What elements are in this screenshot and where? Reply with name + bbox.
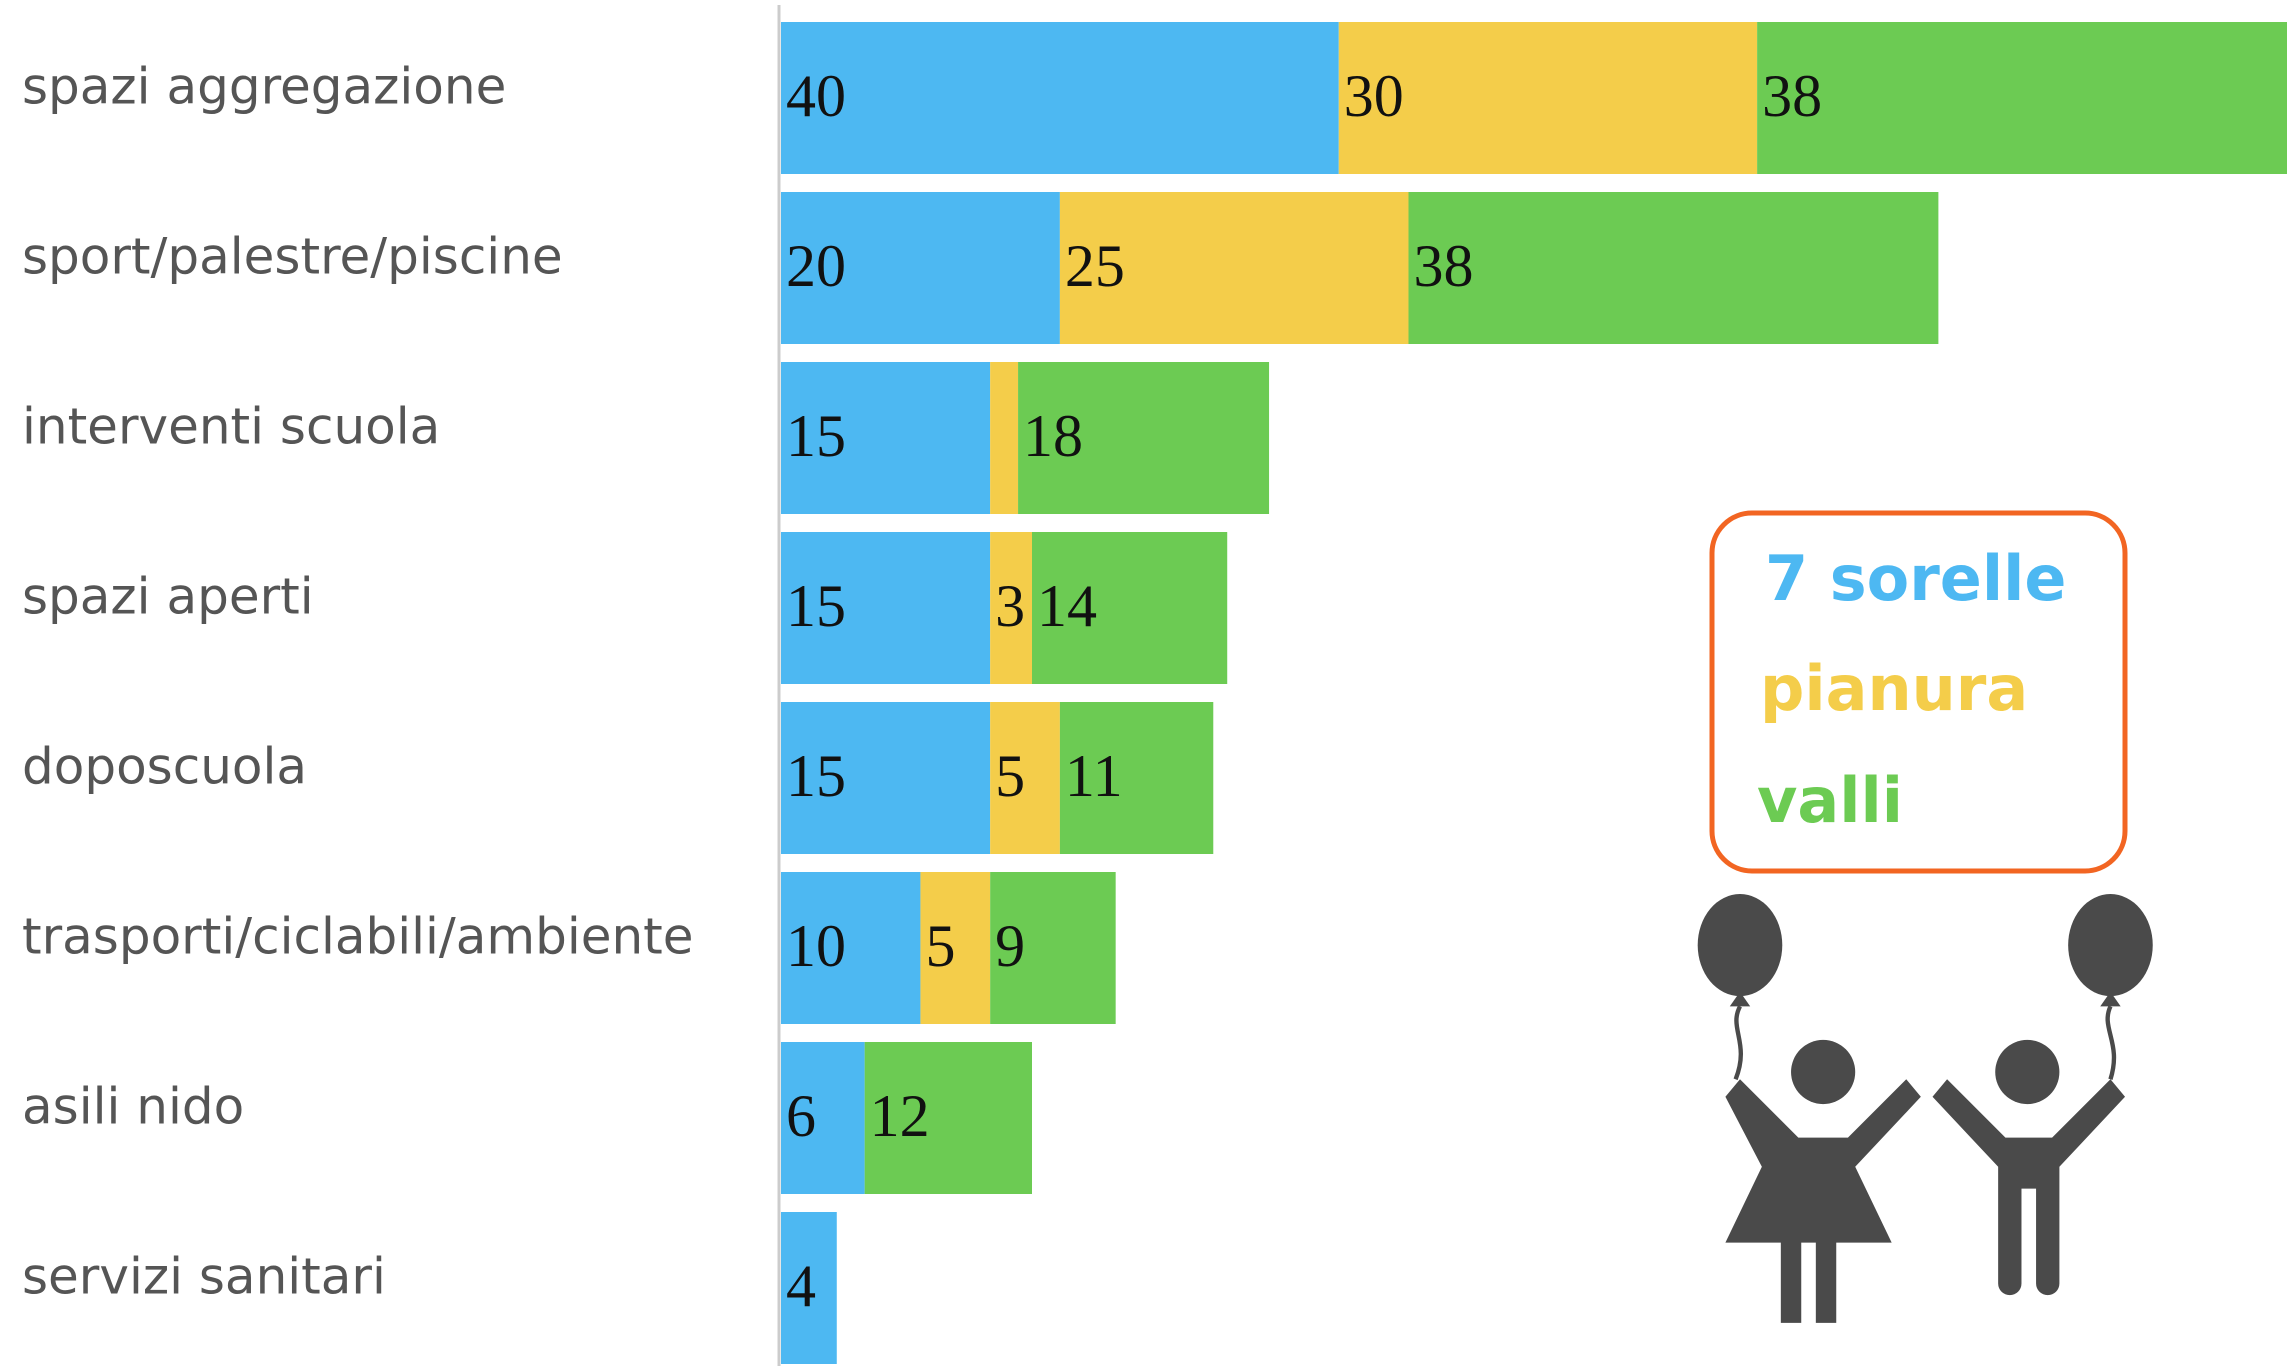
bar-segment (1757, 22, 2287, 174)
value-label: 14 (1037, 573, 1097, 639)
value-label: 25 (1065, 233, 1125, 299)
value-label: 12 (870, 1083, 930, 1149)
legend-entry: pianura (1760, 652, 2028, 725)
category-label: spazi aperti (22, 568, 314, 626)
bar-segment (1409, 192, 1939, 344)
value-label: 4 (786, 1253, 816, 1319)
value-label: 40 (786, 63, 846, 129)
category-label: asili nido (22, 1078, 244, 1136)
legend-entry: 7 sorelle (1765, 542, 2066, 615)
value-label: 15 (786, 743, 846, 809)
value-label: 30 (1344, 63, 1404, 129)
value-label: 11 (1065, 743, 1123, 809)
value-label: 5 (925, 913, 955, 979)
children-icon (1698, 894, 2153, 1323)
category-label: interventi scuola (22, 398, 440, 456)
category-label: servizi sanitari (22, 1248, 386, 1306)
bar-segment (990, 362, 1018, 514)
value-label: 15 (786, 573, 846, 639)
value-label: 38 (1762, 63, 1822, 129)
value-label: 3 (995, 573, 1025, 639)
value-label: 20 (786, 233, 846, 299)
category-label: sport/palestre/piscine (22, 228, 563, 286)
category-label: trasporti/ciclabili/ambiente (22, 908, 694, 966)
value-label: 6 (786, 1083, 816, 1149)
value-label: 18 (1023, 403, 1083, 469)
legend-entry: valli (1757, 764, 1903, 837)
bar-segment (781, 22, 1339, 174)
category-label: doposcuola (22, 738, 307, 796)
value-label: 5 (995, 743, 1025, 809)
value-label: 15 (786, 403, 846, 469)
category-label: spazi aggregazione (22, 58, 506, 116)
page: {"chart_data": {"type": "stacked-bar-hor… (0, 0, 2287, 1366)
value-label: 38 (1414, 233, 1474, 299)
value-label: 10 (786, 913, 846, 979)
value-label: 9 (995, 913, 1025, 979)
chart: spazi aggregazione 40 30 38 sport/palestre/p… (0, 0, 2287, 1366)
